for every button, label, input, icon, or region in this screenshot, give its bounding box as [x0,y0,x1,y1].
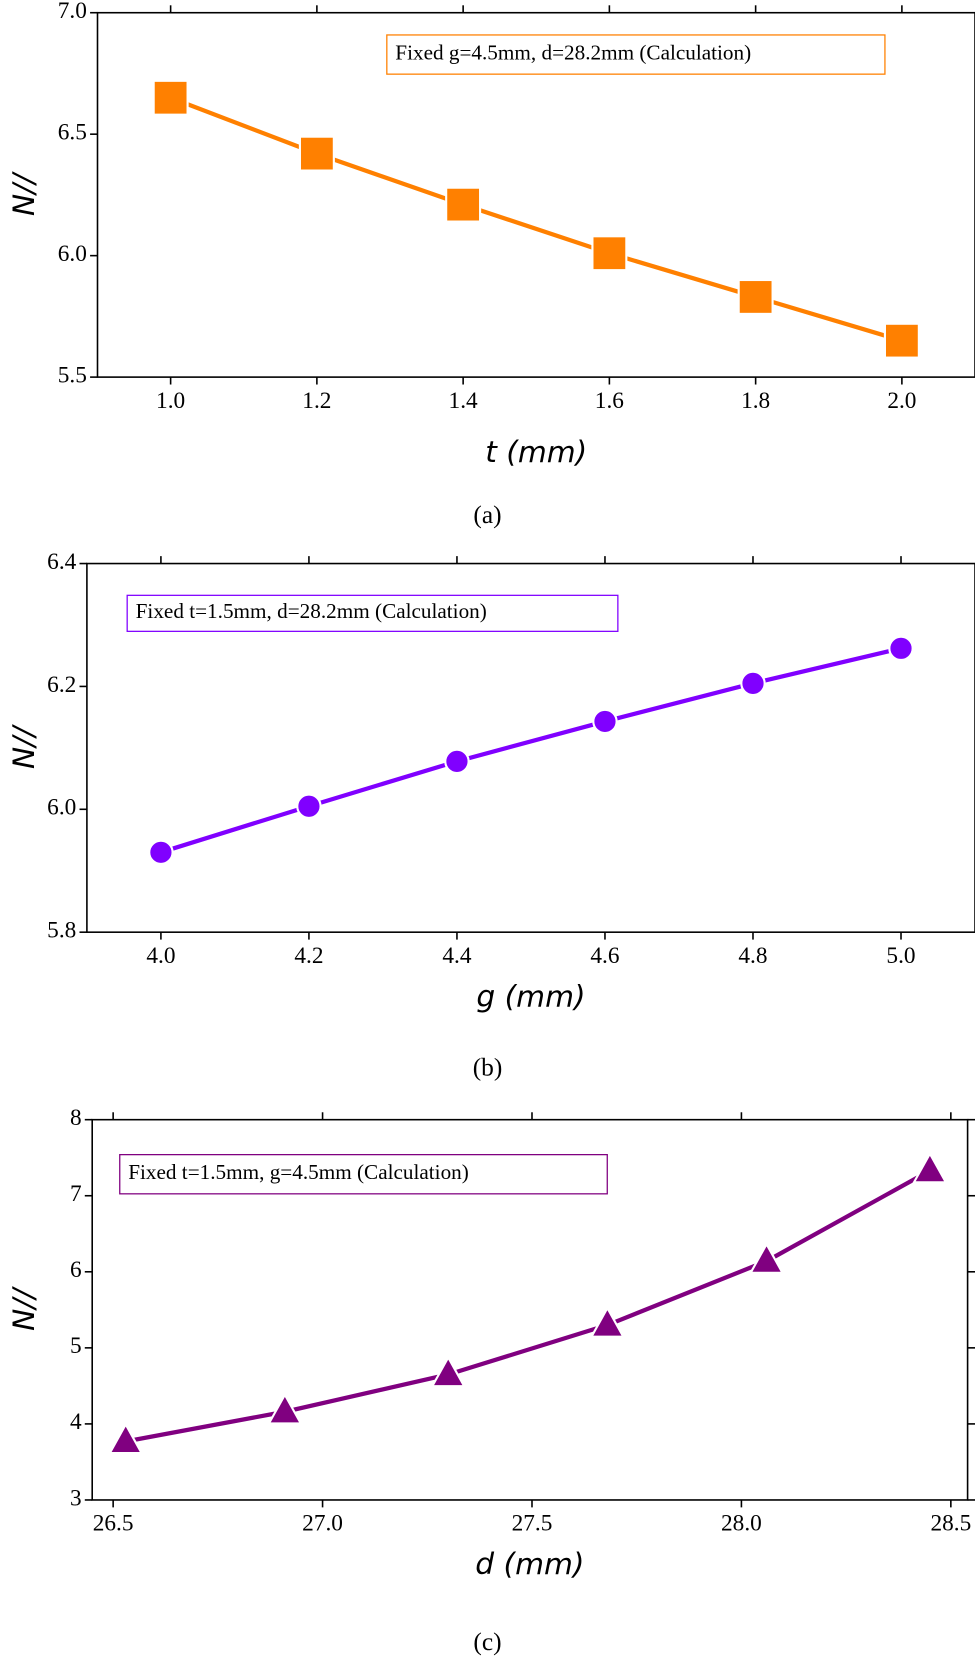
x-tick-label: 4.8 [738,943,767,969]
marker [589,1305,626,1338]
y-tick-label: 6.2 [47,672,76,698]
x-axis-label: d (mm) [475,1546,584,1581]
caption: (b) [473,1054,503,1082]
x-tick-label: 5.0 [886,943,915,969]
marker [883,322,920,359]
marker [430,1355,466,1388]
marker [267,1392,303,1425]
x-tick-label: 1.6 [595,388,624,414]
marker [591,235,628,272]
y-tick-label: 5 [70,1333,82,1359]
marker [108,1422,144,1455]
annotation-box [386,34,886,75]
x-tick-label: 27.5 [512,1511,553,1537]
y-tick-label: 5.8 [47,918,76,944]
x-tick-label: 2.0 [887,388,916,414]
y-tick-label: 6.0 [58,241,87,267]
series-line [169,95,903,343]
y-tick-label: 8 [70,1105,82,1131]
x-axis-label: t (mm) [485,434,587,469]
marker [888,635,914,662]
marker [740,670,766,697]
plot-frame [96,11,975,378]
x-axis-label: g (mm) [476,978,585,1013]
x-tick-label: 28.0 [721,1511,762,1537]
x-tick-label: 1.8 [741,388,770,414]
x-tick-label: 27.0 [302,1511,343,1537]
marker [748,1242,785,1274]
x-tick-label: 1.4 [449,388,478,414]
marker [737,278,774,315]
y-tick-label: 7.0 [58,0,87,24]
x-tick-label: 4.2 [294,943,323,969]
series-line [125,1168,931,1444]
y-tick-label: 3 [70,1485,82,1511]
y-tick-label: 4 [70,1409,82,1435]
y-tick-label: 6.4 [47,549,76,575]
marker [148,839,174,866]
y-axis-label: N// [6,724,41,769]
marker [298,135,335,172]
marker [152,79,189,116]
annotation-box [126,594,619,632]
y-tick-label: 6 [70,1257,82,1283]
caption: (c) [473,1628,501,1656]
x-tick-label: 28.5 [930,1511,971,1537]
plot-frame [91,1118,969,1501]
x-tick-label: 4.6 [590,943,619,969]
x-tick-label: 1.2 [302,388,331,414]
annotation: Fixed t=1.5mm, d=28.2mm (Calculation) [136,599,487,623]
series-line [160,646,902,855]
plot-frame [86,562,975,933]
marker [592,708,618,735]
y-tick-label: 7 [70,1181,82,1207]
x-tick-label: 4.0 [146,943,175,969]
marker [444,748,470,775]
annotation: Fixed g=4.5mm, d=28.2mm (Calculation) [395,40,751,64]
x-tick-label: 26.5 [93,1511,134,1537]
y-axis-label: N// [6,1286,41,1331]
y-tick-label: 5.5 [58,362,87,388]
y-axis-label: N// [6,171,41,216]
marker [296,793,322,819]
x-tick-label: 4.4 [442,943,471,969]
annotation-box [119,1154,608,1195]
y-tick-label: 6.0 [47,795,76,821]
y-tick-label: 6.5 [58,120,87,146]
x-tick-label: 1.0 [156,388,185,414]
marker [445,186,482,223]
caption: (a) [473,501,501,529]
marker [912,1151,948,1184]
annotation: Fixed t=1.5mm, g=4.5mm (Calculation) [128,1160,469,1184]
